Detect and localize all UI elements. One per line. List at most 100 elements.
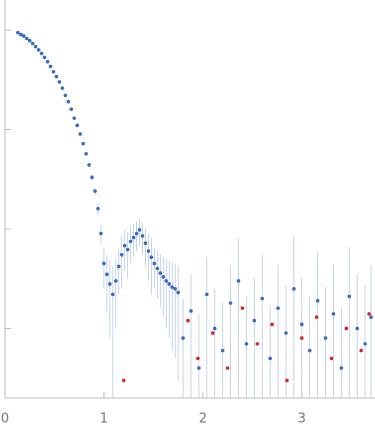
data-point — [99, 231, 103, 236]
data-point — [331, 312, 336, 316]
data-point — [314, 315, 319, 319]
data-point — [270, 322, 274, 327]
data-point — [164, 279, 169, 283]
data-point — [93, 189, 97, 193]
data-point — [268, 356, 272, 361]
data-point — [176, 290, 180, 295]
data-point — [21, 34, 26, 38]
data-point — [173, 287, 177, 291]
data-point — [315, 298, 320, 303]
data-point — [210, 331, 215, 335]
data-point — [307, 348, 312, 353]
data-point — [57, 80, 62, 84]
data-point — [116, 264, 121, 269]
data-point — [252, 318, 257, 323]
data-point — [60, 86, 65, 90]
data-point — [167, 282, 172, 286]
data-point — [158, 271, 163, 275]
data-point — [152, 261, 157, 266]
data-point — [102, 261, 106, 266]
data-point — [84, 151, 88, 156]
data-point — [121, 378, 126, 383]
data-point — [69, 107, 74, 111]
data-point — [197, 366, 201, 370]
data-point — [240, 306, 245, 310]
data-point — [189, 309, 193, 313]
data-point — [96, 206, 100, 211]
data-point — [181, 336, 185, 340]
data-point — [45, 59, 50, 64]
data-point — [299, 336, 304, 340]
data-point — [329, 356, 334, 361]
data-point — [128, 239, 133, 244]
data-point — [78, 132, 82, 136]
data-point — [339, 366, 344, 370]
data-point — [27, 38, 32, 43]
data-point — [146, 249, 151, 253]
data-point — [149, 255, 154, 260]
data-point — [155, 266, 160, 271]
data-point — [143, 241, 148, 245]
data-point — [255, 342, 260, 346]
x-tick-label: 2 — [199, 412, 207, 427]
data-point — [51, 69, 56, 74]
data-point — [170, 285, 174, 289]
data-point — [63, 93, 68, 98]
data-point — [42, 55, 47, 60]
data-point — [16, 30, 20, 35]
data-point — [125, 247, 130, 252]
data-point — [105, 272, 109, 277]
data-point — [228, 301, 233, 305]
data-point — [108, 282, 112, 286]
data-point — [72, 116, 77, 120]
data-point — [48, 64, 53, 69]
data-point — [39, 51, 44, 56]
data-point — [134, 231, 139, 236]
data-point — [369, 315, 373, 319]
data-point — [347, 294, 352, 299]
x-tick-label: 1 — [100, 412, 108, 427]
data-point — [276, 306, 280, 310]
data-point — [161, 275, 166, 279]
data-point — [244, 342, 249, 346]
data-point — [122, 243, 127, 248]
data-point — [363, 342, 367, 346]
data-point — [323, 336, 328, 340]
data-point — [285, 378, 289, 383]
data-point — [131, 235, 136, 240]
data-point — [111, 292, 115, 297]
data-point — [299, 322, 304, 327]
data-point — [344, 326, 349, 331]
data-point — [212, 326, 217, 331]
data-point — [186, 318, 190, 323]
data-point — [359, 348, 363, 353]
data-point — [24, 36, 29, 41]
data-point — [236, 279, 241, 283]
data-point — [284, 331, 288, 335]
data-point — [33, 44, 38, 49]
data-point — [81, 141, 85, 146]
data-point — [114, 279, 118, 283]
data-point — [54, 74, 59, 79]
data-point — [220, 348, 225, 353]
data-point — [225, 366, 230, 370]
data-point — [367, 312, 371, 316]
data-point — [292, 287, 296, 291]
data-point — [137, 228, 142, 232]
data-point — [75, 123, 80, 128]
data-point — [19, 32, 23, 37]
data-point — [355, 326, 359, 331]
data-point — [205, 292, 209, 297]
data-point — [66, 99, 71, 104]
x-tick-label: 3 — [298, 412, 306, 427]
data-point — [90, 175, 94, 180]
data-point — [30, 41, 35, 46]
data-point — [260, 296, 265, 301]
data-point — [36, 48, 41, 52]
data-point — [87, 163, 91, 167]
data-point — [140, 234, 145, 238]
data-point — [119, 252, 124, 257]
data-point — [196, 356, 200, 361]
x-tick-label: 0 — [1, 412, 9, 427]
